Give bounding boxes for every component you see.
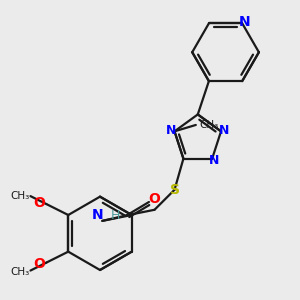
Text: O: O [33,257,45,271]
Text: N: N [92,208,103,222]
Text: CH₃: CH₃ [10,191,29,201]
Text: CH₃: CH₃ [199,120,218,130]
Text: N: N [238,15,250,29]
Text: N: N [209,154,220,167]
Text: S: S [169,183,179,197]
Text: H: H [111,209,121,222]
Text: O: O [148,192,160,206]
Text: CH₃: CH₃ [10,267,29,277]
Text: O: O [33,196,45,210]
Text: N: N [166,124,176,137]
Text: N: N [219,124,230,137]
